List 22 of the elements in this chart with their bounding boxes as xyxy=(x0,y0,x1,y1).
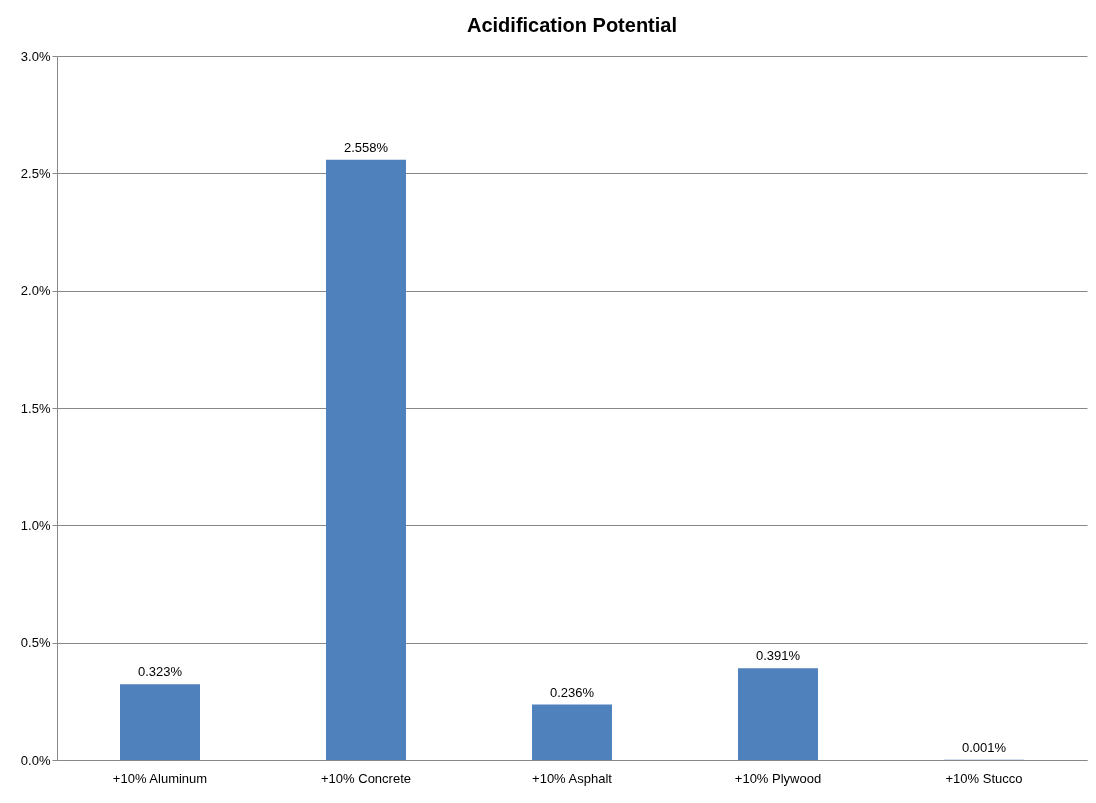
bar xyxy=(326,159,406,760)
bar xyxy=(532,704,612,760)
y-tick-label: 1.0% xyxy=(20,517,51,533)
data-label: 0.001% xyxy=(961,739,1007,755)
x-tick-label: +10% Aluminum xyxy=(112,770,208,786)
x-tick-label: +10% Stucco xyxy=(945,770,1023,786)
bar xyxy=(738,668,818,760)
data-label: 2.558% xyxy=(343,139,389,155)
y-tick-label: 0.0% xyxy=(20,752,51,768)
y-tick-label: 1.5% xyxy=(20,400,51,416)
x-tick-label: +10% Plywood xyxy=(734,770,822,786)
data-label: 0.391% xyxy=(755,648,801,664)
y-tick-label: 0.5% xyxy=(20,635,51,651)
y-tick-label: 3.0% xyxy=(20,48,51,64)
y-tick-label: 2.5% xyxy=(20,165,51,181)
data-label: 0.323% xyxy=(137,664,183,680)
x-tick-label: +10% Concrete xyxy=(321,770,411,786)
y-tick-label: 2.0% xyxy=(20,283,51,299)
x-tick-label: +10% Asphalt xyxy=(532,770,613,786)
chart-title: Acidification Potential xyxy=(466,14,678,36)
data-label: 0.236% xyxy=(549,684,595,700)
bar xyxy=(120,684,200,760)
